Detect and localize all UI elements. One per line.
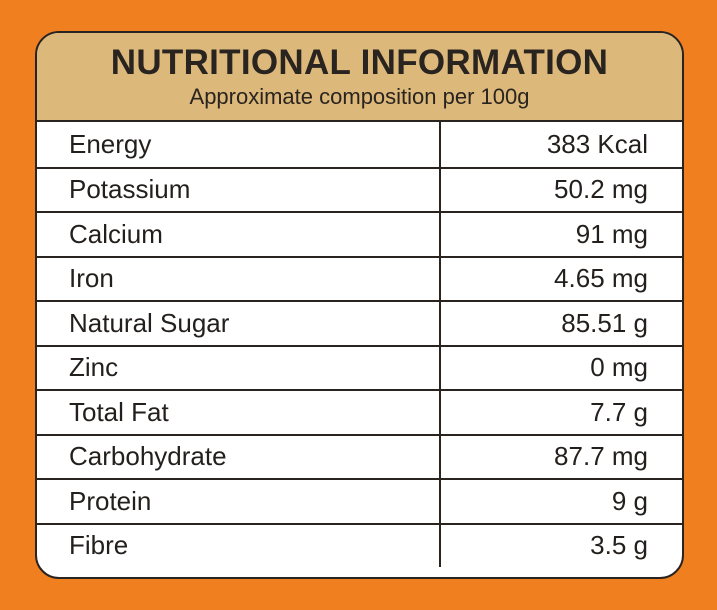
- nutrient-name: Potassium: [37, 168, 441, 211]
- nutrient-name: Calcium: [37, 213, 441, 256]
- nutrient-value: 7.7 g: [590, 396, 648, 427]
- nutrient-value: 85.51 g: [561, 307, 648, 338]
- nutrition-table: Energy 383 Kcal Potassium 50.2 mg Calcium 91 …: [37, 122, 682, 577]
- table-row: Iron 4.65 mg: [37, 255, 682, 300]
- table-row: Potassium 50.2 mg: [37, 166, 682, 211]
- nutrient-value: 3.5 g: [590, 530, 648, 561]
- nutrient-value: 4.65 mg: [554, 263, 648, 294]
- nutrient-name: Natural Sugar: [37, 302, 441, 345]
- table-row: Natural Sugar 85.51 g: [37, 300, 682, 345]
- nutrient-name: Total Fat: [37, 391, 441, 434]
- table-row: Energy 383 Kcal: [37, 122, 682, 167]
- table-row: Total Fat 7.7 g: [37, 389, 682, 434]
- nutrient-value: 91 mg: [575, 218, 648, 249]
- nutrient-value: 9 g: [611, 485, 648, 516]
- header: NUTRITIONAL INFORMATION Approximate comp…: [37, 33, 682, 122]
- subtitle: Approximate composition per 100g: [189, 84, 530, 109]
- title: NUTRITIONAL INFORMATION: [110, 43, 609, 82]
- nutrient-name: Fibre: [37, 524, 441, 567]
- table-row: Fibre 3.5 g: [37, 522, 682, 567]
- nutrient-value: 383 Kcal: [546, 128, 648, 159]
- nutrient-name: Energy: [37, 122, 441, 167]
- nutrition-panel: NUTRITIONAL INFORMATION Approximate comp…: [35, 31, 684, 579]
- nutrient-value: 0 mg: [590, 352, 648, 383]
- nutrient-name: Protein: [37, 480, 441, 523]
- table-row: Zinc 0 mg: [37, 344, 682, 389]
- nutrient-name: Iron: [37, 257, 441, 300]
- table-row: Protein 9 g: [37, 478, 682, 523]
- nutrient-value: 50.2 mg: [554, 174, 648, 205]
- nutrient-name: Zinc: [37, 346, 441, 389]
- nutrient-name: Carbohydrate: [37, 435, 441, 478]
- table-row: Calcium 91 mg: [37, 211, 682, 256]
- table-row: Carbohydrate 87.7 mg: [37, 433, 682, 478]
- nutrient-value: 87.7 mg: [554, 441, 648, 472]
